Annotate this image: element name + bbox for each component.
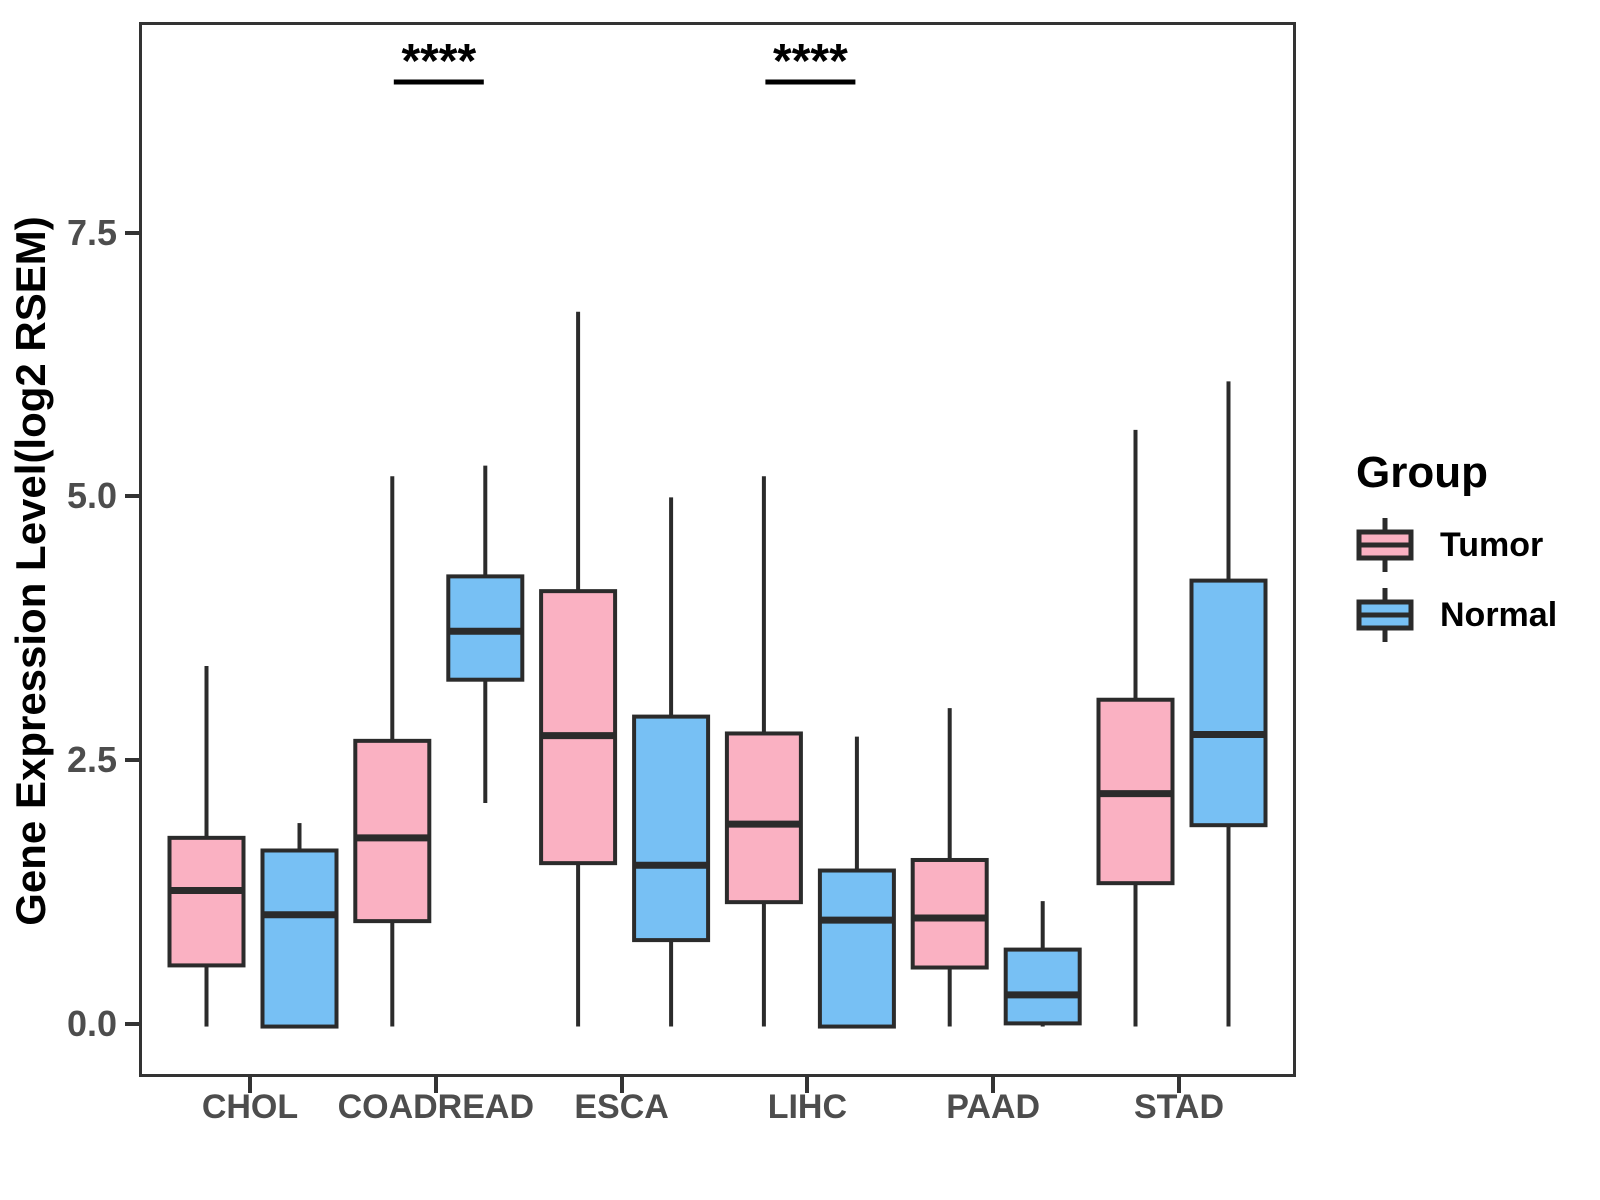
- box-tumor-STAD: [1096, 429, 1175, 1027]
- x-tick-label-chol: CHOL: [201, 1088, 299, 1126]
- iqr-box: [910, 857, 989, 970]
- x-tick-mark: [248, 1077, 252, 1093]
- tumor-boxplot-key-icon: [1356, 518, 1414, 572]
- x-tick-mark: [805, 1077, 810, 1093]
- x-tick-label-lihc: LIHC: [767, 1088, 848, 1126]
- y-tick-mark: [125, 494, 139, 499]
- x-tick-mark: [619, 1077, 624, 1093]
- x-tick-label-stad: STAD: [1133, 1088, 1225, 1126]
- plot-panel: **** ****: [139, 22, 1296, 1077]
- box-normal-ESCA: [632, 497, 711, 1027]
- box-tumor-COADREAD: [353, 476, 432, 1027]
- legend-entry-tumor: Tumor: [1356, 516, 1596, 574]
- box-normal-CHOL: [260, 823, 339, 1029]
- box-tumor-CHOL: [167, 665, 246, 1027]
- box-normal-STAD: [1189, 381, 1268, 1027]
- y-tick-label: 7.5: [66, 211, 117, 253]
- box-normal-PAAD: [1003, 901, 1082, 1027]
- legend-entry-normal: Normal: [1356, 586, 1596, 644]
- box-tumor-LIHC: [724, 476, 803, 1027]
- y-tick-mark: [125, 757, 139, 762]
- legend-label-normal: Normal: [1440, 595, 1558, 634]
- iqr-box: [817, 868, 896, 1029]
- y-tick-label: 0.0: [66, 1002, 117, 1044]
- iqr-box: [167, 835, 246, 968]
- significance-marker-lihc: ****: [765, 35, 856, 88]
- iqr-box: [1003, 947, 1082, 1026]
- y-tick-mark: [125, 1021, 139, 1026]
- y-tick-label: 2.5: [66, 738, 117, 780]
- significance-stars: ****: [773, 35, 848, 88]
- box-tumor-ESCA: [539, 311, 618, 1027]
- normal-boxplot-key-icon: [1356, 588, 1414, 642]
- box-tumor-PAAD: [910, 708, 989, 1027]
- x-tick-mark: [433, 1077, 438, 1093]
- y-tick-label: 5.0: [66, 475, 117, 517]
- significance-stars: ****: [401, 35, 476, 88]
- box-normal-COADREAD: [446, 465, 525, 804]
- legend-label-tumor: Tumor: [1440, 525, 1544, 564]
- legend-title: Group: [1356, 448, 1488, 497]
- x-tick-label-paad: PAAD: [946, 1088, 1041, 1126]
- iqr-box: [1189, 578, 1268, 828]
- significance-marker-coadread: ****: [393, 35, 484, 88]
- iqr-box: [260, 848, 339, 1029]
- x-tick-mark: [991, 1077, 996, 1093]
- x-tick-mark: [1177, 1077, 1181, 1093]
- iqr-box: [632, 714, 711, 943]
- iqr-box: [539, 589, 618, 866]
- y-tick-mark: [125, 230, 139, 235]
- iqr-box: [353, 738, 432, 924]
- x-tick-label-esca: ESCA: [574, 1088, 669, 1126]
- box-normal-LIHC: [817, 736, 896, 1029]
- iqr-box: [724, 731, 803, 905]
- x-tick-label-coadread: COADREAD: [337, 1088, 535, 1126]
- boxplot-svg: **** ****: [167, 35, 1268, 1029]
- legend: Group Tumor Normal: [1356, 448, 1596, 656]
